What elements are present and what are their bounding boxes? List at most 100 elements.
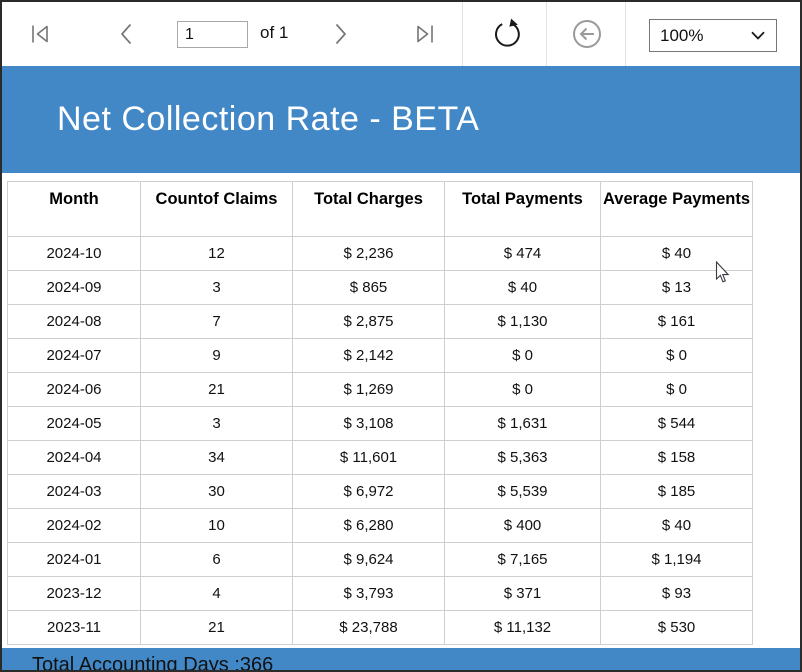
column-header-total-payments: Total Payments	[445, 182, 601, 237]
table-row: 2024-0434$ 11,601$ 5,363$ 158	[8, 441, 753, 475]
table-cell: $ 530	[601, 611, 753, 645]
table-cell: $ 474	[445, 237, 601, 271]
column-header-count-of-claims: Countof Claims	[141, 182, 293, 237]
table-cell: $ 2,875	[293, 305, 445, 339]
table-cell: $ 2,236	[293, 237, 445, 271]
table-cell: $ 371	[445, 577, 601, 611]
table-cell: 7	[141, 305, 293, 339]
first-page-button[interactable]	[22, 16, 58, 52]
table-row: 2024-0330$ 6,972$ 5,539$ 185	[8, 475, 753, 509]
previous-page-button[interactable]	[109, 16, 145, 52]
column-header-month: Month	[8, 182, 141, 237]
table-cell: $ 3,793	[293, 577, 445, 611]
report-title: Net Collection Rate - BETA	[57, 100, 479, 139]
table-cell: 2024-10	[8, 237, 141, 271]
report-footer-band: Total Accounting Days :366	[2, 648, 800, 672]
table-row: 2024-0210$ 6,280$ 400$ 40	[8, 509, 753, 543]
back-button[interactable]	[569, 16, 605, 52]
table-cell: 3	[141, 407, 293, 441]
table-cell: 6	[141, 543, 293, 577]
table-row: 2024-053$ 3,108$ 1,631$ 544	[8, 407, 753, 441]
toolbar-divider	[546, 2, 547, 66]
table-cell: $ 6,972	[293, 475, 445, 509]
zoom-value: 100%	[660, 26, 703, 46]
first-page-icon	[28, 22, 52, 46]
table-cell: 2024-09	[8, 271, 141, 305]
table-row: 2023-124$ 3,793$ 371$ 93	[8, 577, 753, 611]
column-header-average-payments: Average Payments	[601, 182, 753, 237]
table-cell: $ 400	[445, 509, 601, 543]
last-page-button[interactable]	[407, 16, 443, 52]
table-cell: $ 40	[445, 271, 601, 305]
table-row: 2024-087$ 2,875$ 1,130$ 161	[8, 305, 753, 339]
table-cell: $ 11,601	[293, 441, 445, 475]
back-circle-icon	[570, 17, 604, 51]
chevron-down-icon	[751, 27, 765, 45]
next-page-button[interactable]	[322, 16, 358, 52]
column-header-total-charges: Total Charges	[293, 182, 445, 237]
table-cell: $ 158	[601, 441, 753, 475]
table-cell: 21	[141, 611, 293, 645]
toolbar-divider	[625, 2, 626, 66]
table-cell: $ 1,631	[445, 407, 601, 441]
chevron-left-icon	[116, 22, 138, 46]
table-cell: 34	[141, 441, 293, 475]
table-cell: 2024-06	[8, 373, 141, 407]
table-cell: $ 544	[601, 407, 753, 441]
table-cell: $ 1,269	[293, 373, 445, 407]
report-table-header: Month Countof Claims Total Charges Total…	[8, 182, 753, 237]
refresh-button[interactable]	[489, 16, 525, 52]
table-cell: $ 161	[601, 305, 753, 339]
table-cell: 2024-05	[8, 407, 141, 441]
report-table-body: 2024-1012$ 2,236$ 474$ 402024-093$ 865$ …	[8, 237, 753, 645]
table-cell: 2023-11	[8, 611, 141, 645]
table-cell: $ 13	[601, 271, 753, 305]
table-cell: 2024-02	[8, 509, 141, 543]
table-cell: $ 93	[601, 577, 753, 611]
table-cell: $ 3,108	[293, 407, 445, 441]
table-cell: $ 5,363	[445, 441, 601, 475]
table-cell: 2024-03	[8, 475, 141, 509]
page-total-label: of 1	[260, 2, 288, 66]
report-viewer-window: of 1	[0, 0, 802, 672]
table-cell: 21	[141, 373, 293, 407]
table-cell: $ 7,165	[445, 543, 601, 577]
table-cell: $ 1,194	[601, 543, 753, 577]
table-cell: $ 0	[445, 339, 601, 373]
chevron-right-icon	[329, 22, 351, 46]
table-cell: $ 11,132	[445, 611, 601, 645]
table-cell: $ 2,142	[293, 339, 445, 373]
table-cell: 2024-08	[8, 305, 141, 339]
table-cell: 10	[141, 509, 293, 543]
table-row: 2024-079$ 2,142$ 0$ 0	[8, 339, 753, 373]
table-cell: $ 9,624	[293, 543, 445, 577]
table-cell: $ 23,788	[293, 611, 445, 645]
table-row: 2024-016$ 9,624$ 7,165$ 1,194	[8, 543, 753, 577]
table-cell: $ 5,539	[445, 475, 601, 509]
last-page-icon	[413, 22, 437, 46]
footer-total-accounting-days: Total Accounting Days :366	[32, 654, 273, 672]
table-cell: 12	[141, 237, 293, 271]
table-cell: 2024-07	[8, 339, 141, 373]
page-number-input[interactable]	[177, 21, 248, 48]
toolbar: of 1	[2, 2, 800, 66]
table-row: 2024-1012$ 2,236$ 474$ 40	[8, 237, 753, 271]
zoom-dropdown[interactable]: 100%	[649, 19, 777, 52]
table-cell: $ 40	[601, 237, 753, 271]
table-cell: $ 185	[601, 475, 753, 509]
table-cell: $ 0	[445, 373, 601, 407]
report-table: Month Countof Claims Total Charges Total…	[7, 181, 753, 645]
table-row: 2024-0621$ 1,269$ 0$ 0	[8, 373, 753, 407]
table-cell: 9	[141, 339, 293, 373]
report-header-band: Net Collection Rate - BETA	[2, 66, 800, 173]
table-row: 2024-093$ 865$ 40$ 13	[8, 271, 753, 305]
table-cell: $ 6,280	[293, 509, 445, 543]
table-row: 2023-1121$ 23,788$ 11,132$ 530	[8, 611, 753, 645]
table-cell: 30	[141, 475, 293, 509]
table-cell: 2024-04	[8, 441, 141, 475]
toolbar-divider	[462, 2, 463, 66]
table-cell: $ 865	[293, 271, 445, 305]
table-cell: 4	[141, 577, 293, 611]
table-cell: $ 1,130	[445, 305, 601, 339]
table-cell: $ 40	[601, 509, 753, 543]
